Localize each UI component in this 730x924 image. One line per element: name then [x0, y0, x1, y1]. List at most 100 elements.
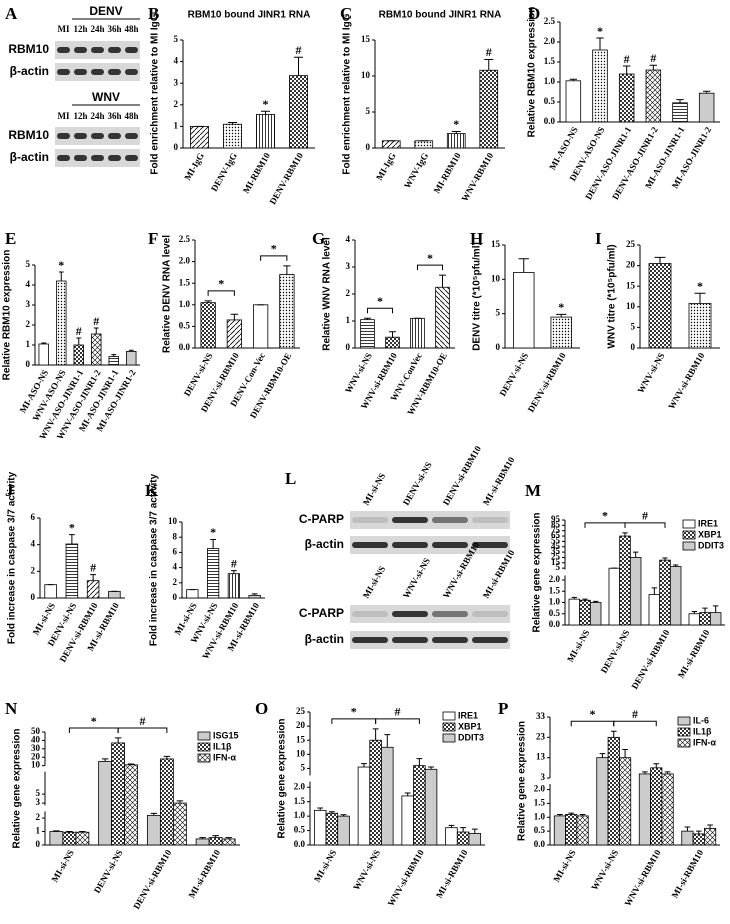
blot-band	[57, 155, 70, 161]
error-bar	[225, 837, 232, 839]
bar	[159, 758, 174, 846]
error-bar	[76, 337, 82, 345]
error-bar	[651, 587, 657, 595]
bar	[553, 815, 566, 846]
bar	[513, 272, 535, 349]
y-tick-label: 5	[366, 106, 371, 116]
bar	[207, 548, 220, 599]
y-axis-label: Fold enrichment relative to MI IgG	[150, 13, 161, 174]
error-bar	[654, 256, 666, 264]
lane-label: MI	[58, 111, 70, 121]
bar	[456, 831, 470, 846]
bar	[226, 319, 242, 349]
lane-label: 36h	[107, 111, 121, 121]
x-tick-label: MI-si-RBM10	[434, 848, 470, 900]
lane-label: MI-si-NS	[361, 471, 387, 507]
panel-label: M	[525, 481, 541, 500]
error-bar	[694, 292, 706, 304]
panel-label: I	[595, 229, 602, 248]
y-tick-label: 5	[301, 763, 306, 773]
bar	[56, 280, 67, 366]
y-tick-label: 4	[31, 539, 36, 549]
y-tick-label: 13	[536, 752, 546, 762]
panel-label: A	[5, 4, 18, 23]
x-tick-label: DENV-si-RBM10	[526, 351, 568, 414]
error-bar	[596, 37, 604, 50]
error-bar	[53, 830, 60, 832]
y-tick-label: 1.5	[534, 797, 546, 807]
error-bar	[293, 56, 304, 76]
significance-mark: #	[650, 51, 656, 65]
y-tick-label: 3	[26, 299, 31, 309]
bar	[650, 767, 663, 846]
blot-band	[352, 637, 388, 643]
legend-label: IFN-α	[213, 752, 236, 762]
blot-band	[125, 133, 138, 139]
y-tick-label: 2.0	[544, 36, 556, 46]
legend-label: XBP1	[698, 529, 722, 539]
y-tick-label: 0	[173, 592, 178, 602]
blot-band	[108, 47, 121, 53]
y-axis-label: Relative WNV RNA level	[322, 237, 333, 351]
bar	[579, 599, 591, 626]
error-bar	[623, 65, 631, 74]
bar	[699, 612, 711, 626]
bar	[659, 559, 671, 626]
bar	[111, 742, 126, 846]
bracket	[367, 307, 393, 314]
y-tick-label: 0	[366, 142, 371, 152]
blot-band	[74, 47, 87, 53]
bar	[195, 838, 210, 846]
blot-band	[352, 611, 388, 617]
y-tick-label: 4	[346, 234, 351, 244]
bar	[669, 566, 682, 626]
error-bar	[695, 830, 702, 834]
panel-label: E	[5, 229, 16, 248]
error-bar	[204, 300, 212, 303]
bar	[357, 766, 371, 846]
row-label: C-PARP	[299, 512, 344, 526]
legend-label: IL-6	[693, 715, 709, 725]
y-tick-label: 6	[31, 512, 36, 522]
legend-swatch	[197, 753, 211, 763]
legend-swatch	[197, 731, 211, 741]
bracket-label: *	[602, 509, 608, 523]
error-bar	[593, 600, 599, 603]
blot-band	[432, 517, 468, 523]
y-tick-label: 5	[36, 788, 41, 798]
y-tick-label: 1	[26, 339, 31, 349]
bracket-label: #	[642, 509, 648, 523]
bar	[401, 795, 414, 846]
bar	[688, 613, 701, 626]
panel-label: J	[5, 481, 14, 500]
error-bar	[579, 814, 586, 816]
significance-mark: #	[486, 45, 492, 59]
y-tick-label: 15	[626, 280, 636, 290]
y-tick-label: 3	[174, 77, 179, 87]
lane-label: 24h	[90, 111, 104, 121]
panel-label: C	[340, 4, 352, 23]
x-tick-label: WNV-si-NS	[351, 848, 382, 892]
y-tick-label: 2	[346, 288, 351, 298]
error-bar	[127, 763, 135, 765]
x-tick-label: WNV-RBM10	[459, 151, 495, 203]
significance-mark: *	[558, 300, 564, 314]
error-bar	[633, 551, 639, 558]
y-tick-label: 2.0	[179, 256, 191, 266]
legend-label: IFN-α	[693, 737, 716, 747]
blot-band	[392, 637, 428, 643]
lane-label: WNV-si-NS	[401, 556, 432, 600]
bar	[256, 114, 275, 149]
lane-label: DENV-si-RBM10	[441, 444, 483, 507]
y-tick-label: 10	[168, 516, 178, 526]
bracket-label: *	[351, 705, 357, 719]
y-tick-label: 0	[174, 142, 179, 152]
x-tick-label: DENV-si-RBM10	[131, 848, 173, 911]
error-bar	[691, 611, 697, 614]
legend-swatch	[682, 519, 696, 529]
y-axis-label: Relative RBM10 expression	[527, 7, 538, 138]
blot-band	[108, 69, 121, 75]
x-tick-label: MI-si-NS	[49, 848, 75, 884]
y-tick-label: 2.0	[549, 574, 561, 584]
bar	[221, 838, 236, 846]
